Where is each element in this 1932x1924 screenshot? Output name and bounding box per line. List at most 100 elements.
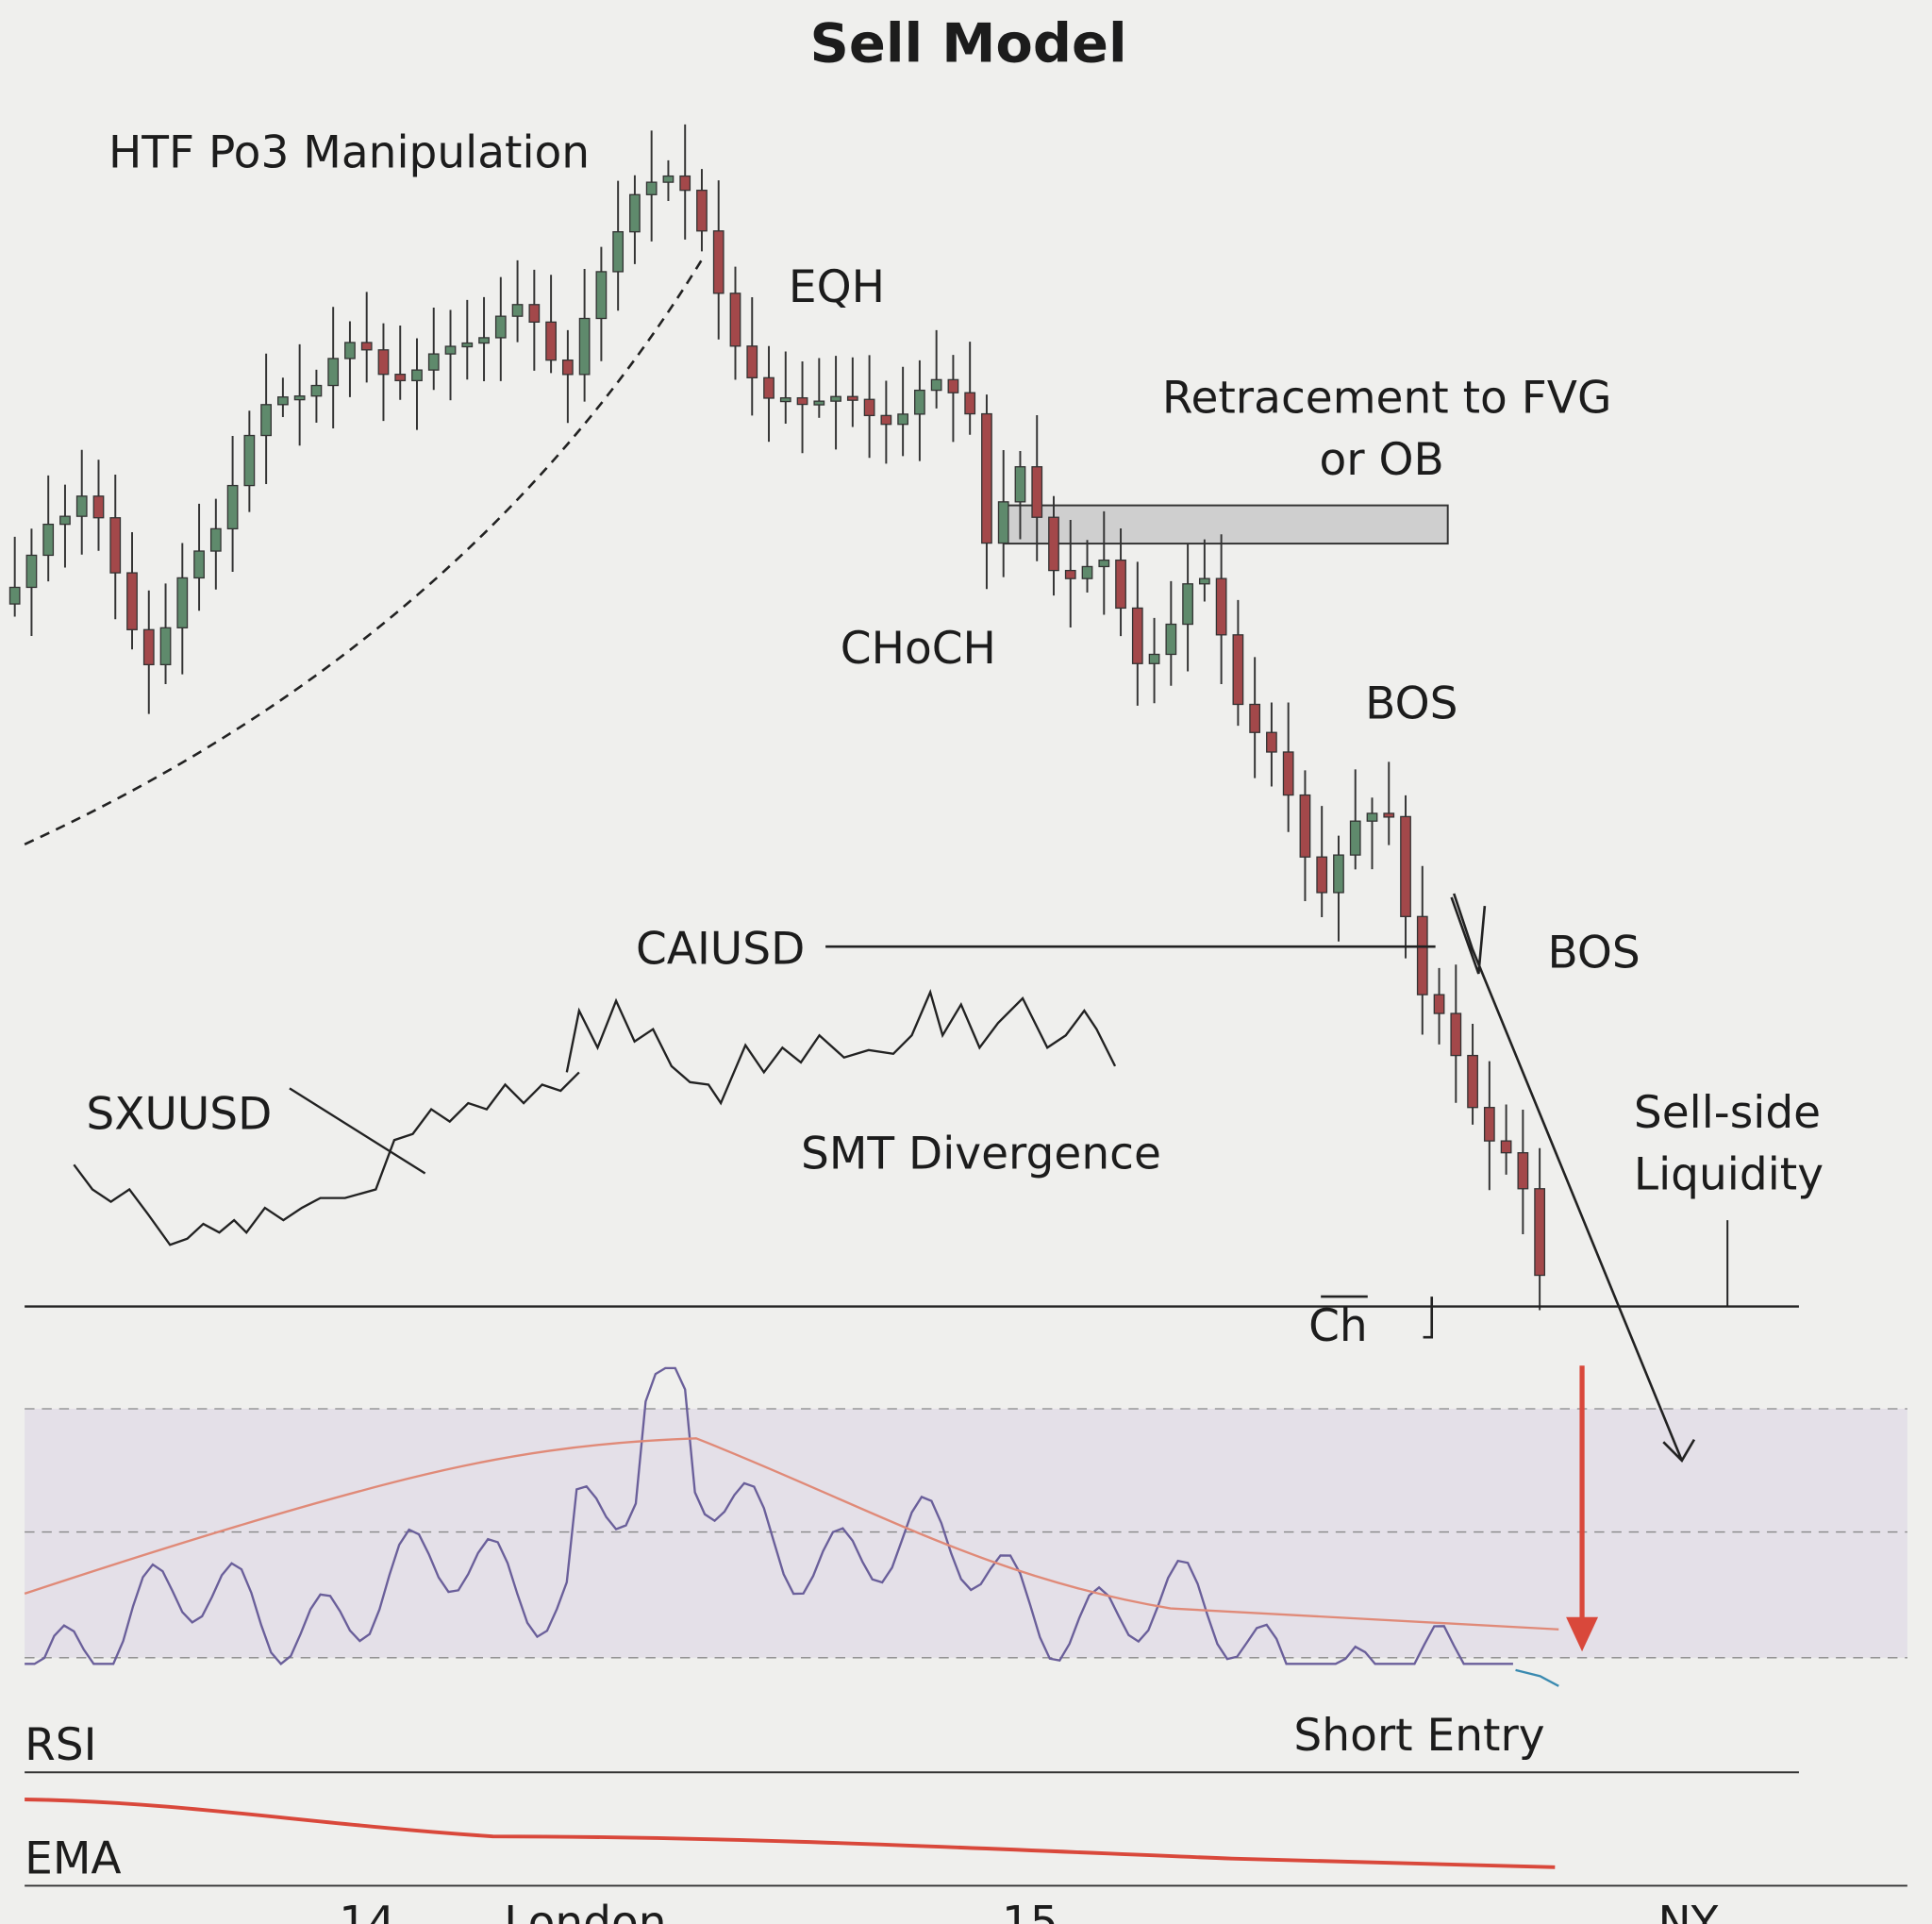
candle: [444, 345, 457, 355]
annotation: BOS: [1547, 927, 1640, 979]
annotation: or OB: [1319, 434, 1443, 486]
candle: [1500, 1140, 1512, 1154]
candle: [897, 413, 909, 426]
candle: [1383, 812, 1395, 818]
candle: [478, 337, 490, 344]
candle: [1249, 703, 1261, 733]
annotation: CAIUSD: [636, 923, 805, 975]
candle: [1048, 516, 1059, 572]
candle: [1467, 1054, 1478, 1109]
candle: [1232, 634, 1244, 706]
rsi-line: [25, 1366, 1513, 1665]
candle: [377, 349, 390, 376]
candle: [1198, 577, 1210, 585]
ema-line: [25, 1798, 1556, 1869]
candle: [1400, 815, 1411, 917]
candle: [126, 572, 138, 630]
candle: [1433, 994, 1445, 1014]
candle: [595, 271, 608, 320]
candle: [947, 378, 959, 393]
x-label: 14: [339, 1897, 395, 1924]
annotation: HTF Po3 Manipulation: [108, 127, 590, 179]
candle: [796, 396, 808, 406]
candle: [629, 193, 641, 233]
candle: [545, 321, 557, 361]
annotation: SMT Divergence: [801, 1128, 1161, 1179]
annotation: Sell-side: [1634, 1087, 1821, 1139]
candle: [1349, 820, 1361, 856]
rsi-panel: [25, 1408, 1907, 1658]
candle: [209, 527, 222, 552]
candle: [528, 304, 541, 323]
candle: [1081, 565, 1093, 579]
candle: [394, 374, 407, 382]
candle: [561, 359, 574, 376]
annotation: Ch: [1308, 1300, 1368, 1352]
annotation: CHoCH: [841, 623, 996, 675]
candle: [1098, 559, 1110, 568]
projection-arrow: [1450, 893, 1696, 1463]
candle: [729, 293, 741, 347]
candle: [109, 517, 122, 574]
candle: [92, 495, 105, 519]
candle: [1115, 559, 1126, 610]
candle: [176, 577, 189, 628]
candle: [880, 414, 892, 426]
candle: [930, 378, 942, 392]
candle: [1014, 466, 1026, 503]
fvg-zone: [1003, 504, 1449, 545]
candle: [1366, 812, 1378, 822]
panel-label: EMA: [25, 1832, 121, 1884]
candle: [260, 404, 272, 437]
candle: [712, 230, 724, 294]
annotation: Liquidity: [1634, 1148, 1824, 1200]
candle: [293, 395, 306, 401]
x-label: NY: [1657, 1897, 1718, 1924]
candle: [612, 231, 625, 273]
annotation: BOS: [1365, 678, 1457, 730]
chart-layer: [8, 124, 1907, 1887]
candle: [59, 515, 71, 526]
smt-line: [289, 1087, 426, 1175]
candle: [914, 389, 925, 415]
candle: [461, 342, 474, 348]
smt-line: [565, 988, 1117, 1106]
candle: [779, 396, 791, 403]
candle: [310, 384, 323, 397]
candle: [159, 627, 172, 666]
candle: [863, 398, 875, 417]
candle: [746, 345, 758, 378]
candle: [494, 315, 507, 339]
candle: [142, 628, 155, 666]
candle: [1031, 466, 1043, 518]
candle: [696, 190, 708, 232]
annotation: EQH: [789, 261, 885, 313]
candle: [830, 395, 841, 402]
candle: [662, 175, 675, 183]
candle: [75, 495, 88, 517]
candle: [243, 434, 256, 487]
chart-title: Sell Model: [810, 11, 1127, 75]
candle: [981, 412, 992, 544]
candle: [25, 554, 38, 589]
candle: [1416, 915, 1428, 995]
candle: [511, 304, 524, 317]
candle: [193, 550, 205, 579]
bracket: [1321, 1295, 1434, 1339]
candle: [1215, 577, 1227, 636]
dashed-curve: [24, 258, 704, 845]
candle: [226, 484, 239, 530]
candle: [1182, 583, 1193, 626]
candle: [1450, 1012, 1462, 1057]
candle: [1148, 653, 1160, 664]
rsi-tail: [1515, 1668, 1559, 1687]
candle: [846, 395, 858, 401]
candle: [645, 181, 658, 195]
annotation: Short Entry: [1293, 1710, 1544, 1762]
candle: [813, 400, 825, 406]
candle: [360, 342, 373, 351]
candle: [344, 342, 356, 360]
candle: [679, 175, 691, 192]
candle: [1282, 751, 1294, 796]
candle: [964, 392, 976, 415]
